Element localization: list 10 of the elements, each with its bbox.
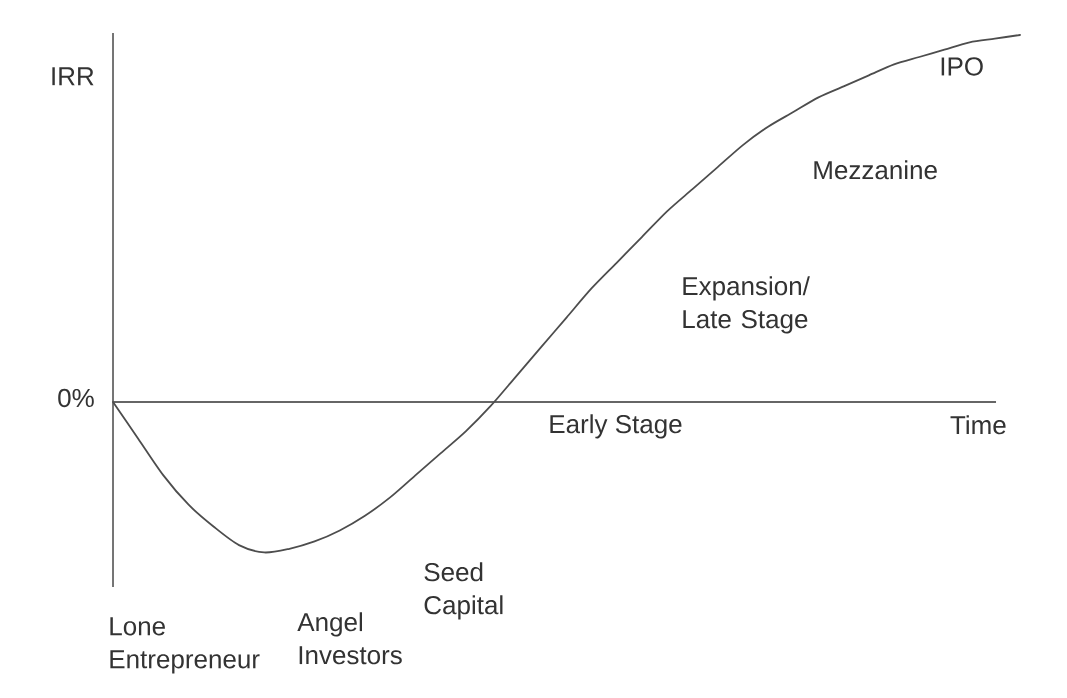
text: Angel Investors bbox=[297, 612, 402, 665]
y-axis-title: IRR bbox=[52, 67, 94, 86]
annotation: Early Stage bbox=[550, 414, 682, 439]
text: 0% bbox=[58, 388, 94, 408]
text: Lone Entrepreneur bbox=[110, 617, 260, 674]
x-axis-title: Time bbox=[950, 415, 1006, 435]
annotation: Mezzanine bbox=[814, 160, 937, 180]
annotation: IPO bbox=[941, 57, 983, 76]
annotation: Expansion/ Late Stage bbox=[683, 276, 810, 334]
text: Seed Capital bbox=[424, 562, 503, 620]
